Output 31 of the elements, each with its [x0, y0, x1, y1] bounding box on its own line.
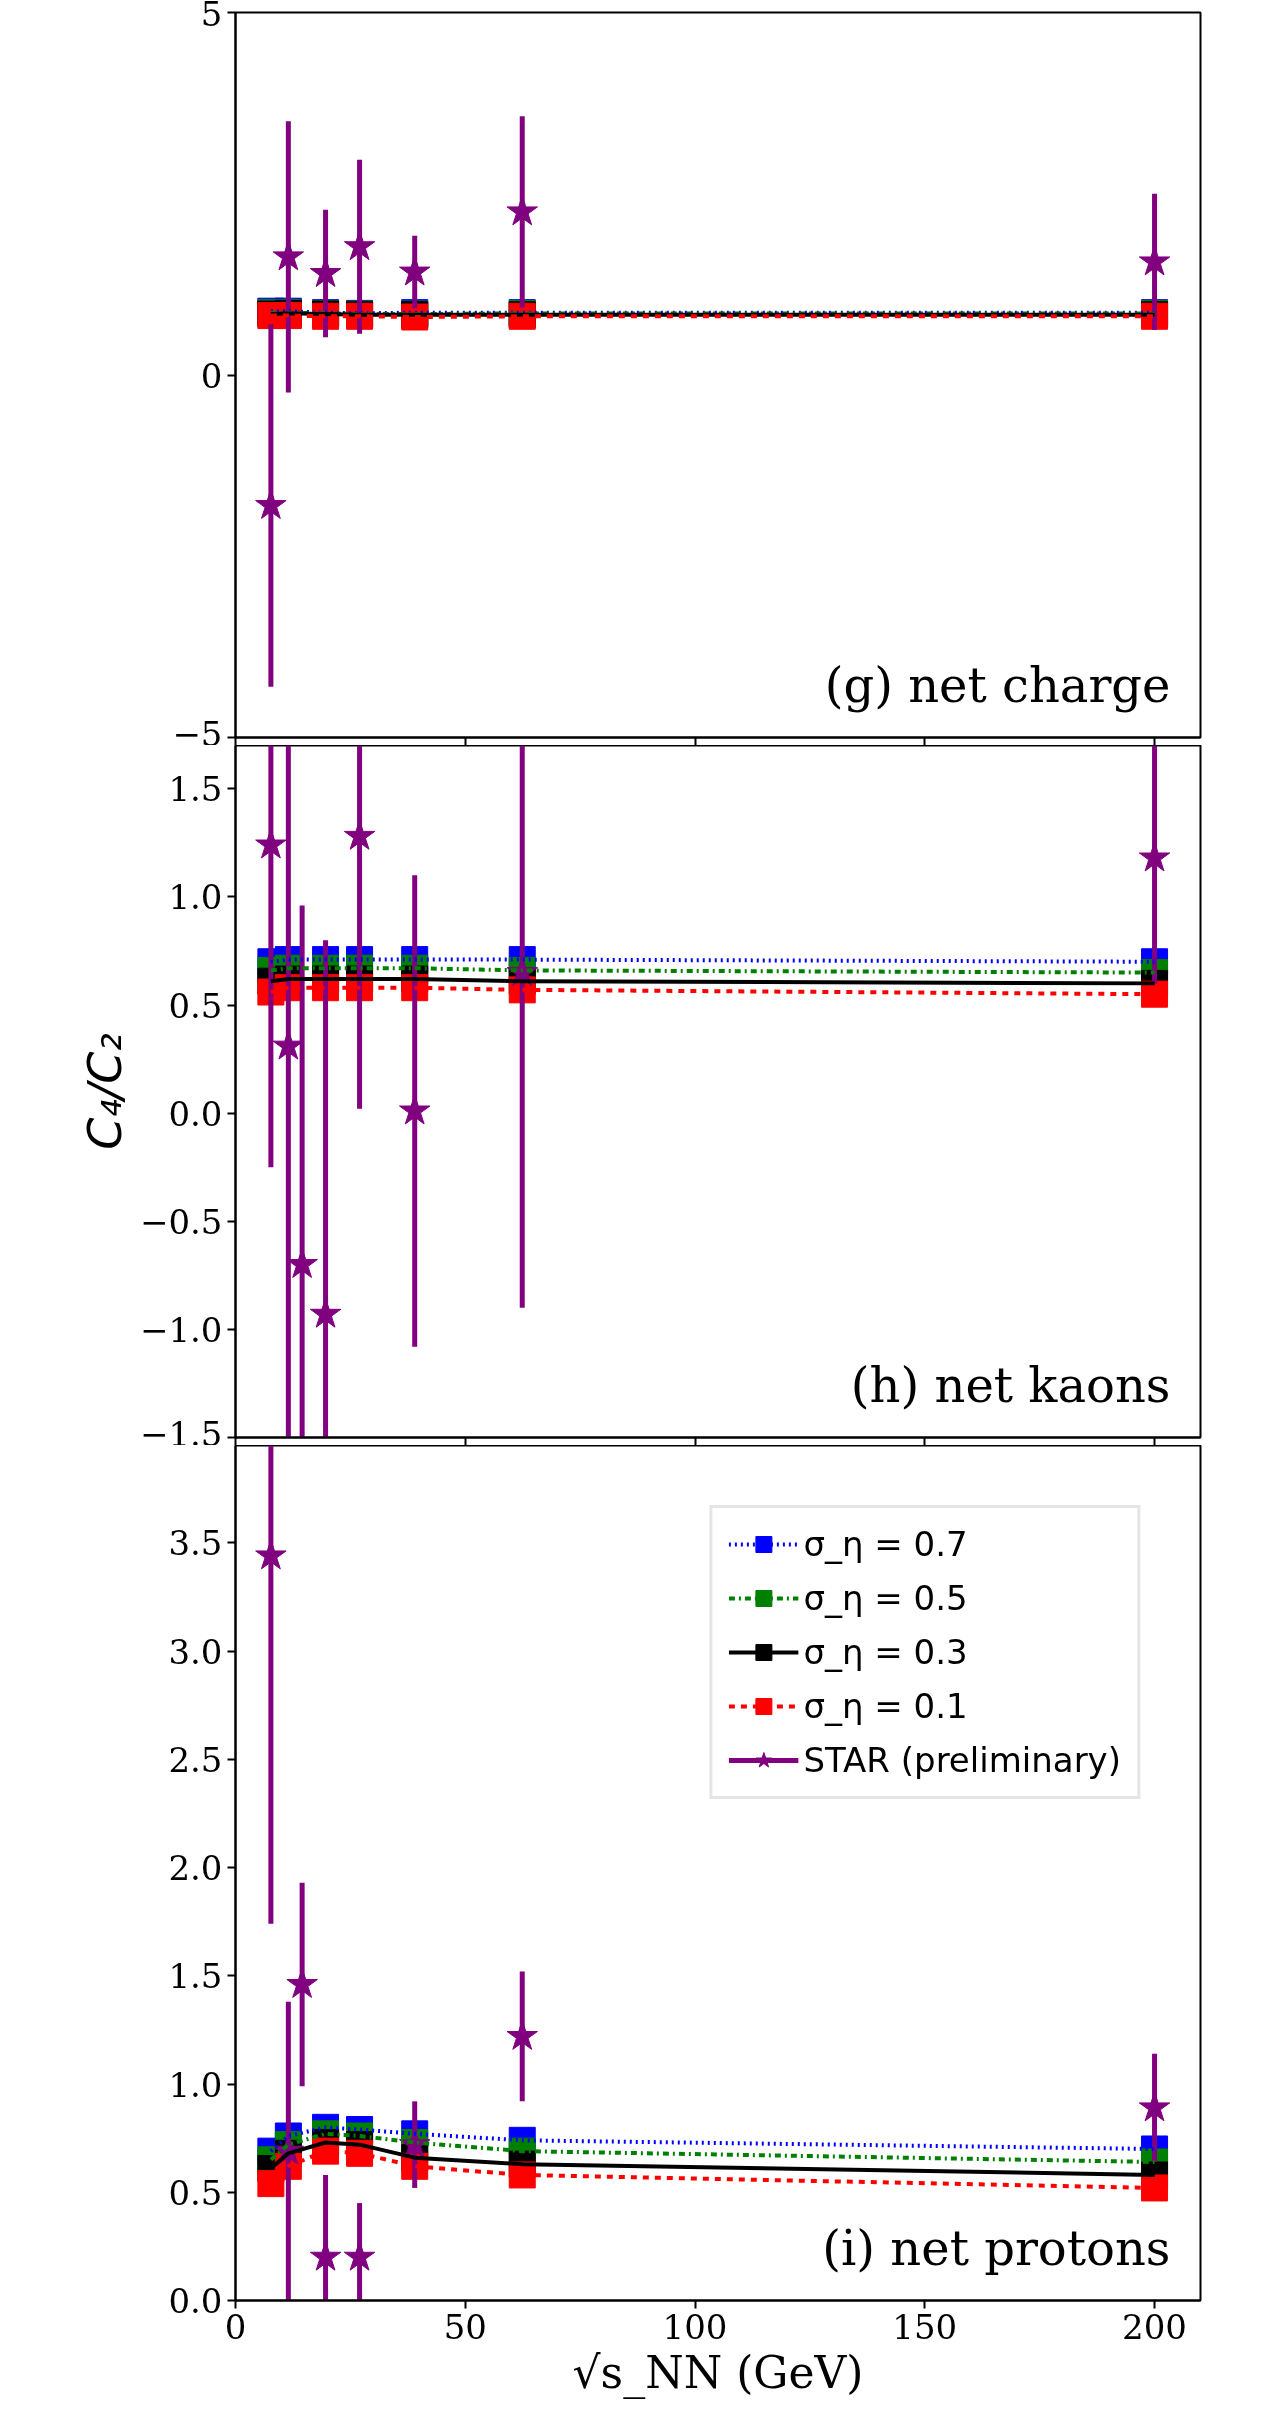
legend-label: σ_η = 0.5 [803, 1578, 968, 1618]
y-tick-label: 3.0 [168, 1631, 223, 1672]
y-tick-label: −1.0 [139, 1309, 223, 1350]
x-tick-label: 150 [892, 2306, 958, 2347]
annotation: (h) net kaons [850, 1356, 1171, 1413]
y-tick-label: 1.5 [168, 769, 223, 810]
y-tick-label: 0.0 [168, 2281, 223, 2321]
y-tick-label: 1.0 [168, 2064, 223, 2105]
y-tick-label: −0.5 [139, 1201, 223, 1242]
y-tick-label: 0.5 [168, 985, 223, 1026]
y-tick-label: 2.5 [168, 1739, 223, 1780]
y-axis-title: C₄/C₂ [77, 1033, 132, 1150]
x-axis-title: √s_NN (GeV) [572, 2346, 864, 2399]
y-tick-label: 1.0 [168, 877, 223, 918]
x-tick-label: 200 [1122, 2306, 1188, 2347]
legend-label: σ_η = 0.7 [803, 1524, 968, 1564]
y-tick-label: 1.5 [168, 1956, 223, 1997]
x-tick-label: 100 [662, 2306, 728, 2347]
y-tick-label: 0.5 [168, 2172, 223, 2213]
legend-label: σ_η = 0.3 [803, 1632, 968, 1672]
legend-label: STAR (preliminary) [803, 1740, 1121, 1780]
point [1141, 2174, 1169, 2202]
annotation: (g) net charge [824, 656, 1171, 713]
y-tick-label: 5 [200, 0, 223, 34]
x-tick-label: 50 [443, 2306, 487, 2347]
legend-label: σ_η = 0.1 [803, 1686, 968, 1726]
y-tick-label: 2.0 [168, 1848, 223, 1889]
y-tick-label: 0.0 [168, 1093, 223, 1134]
y-tick-label: 3.5 [168, 1523, 223, 1564]
y-tick-label: 0 [200, 355, 223, 396]
annotation: (i) net protons [822, 2219, 1171, 2276]
